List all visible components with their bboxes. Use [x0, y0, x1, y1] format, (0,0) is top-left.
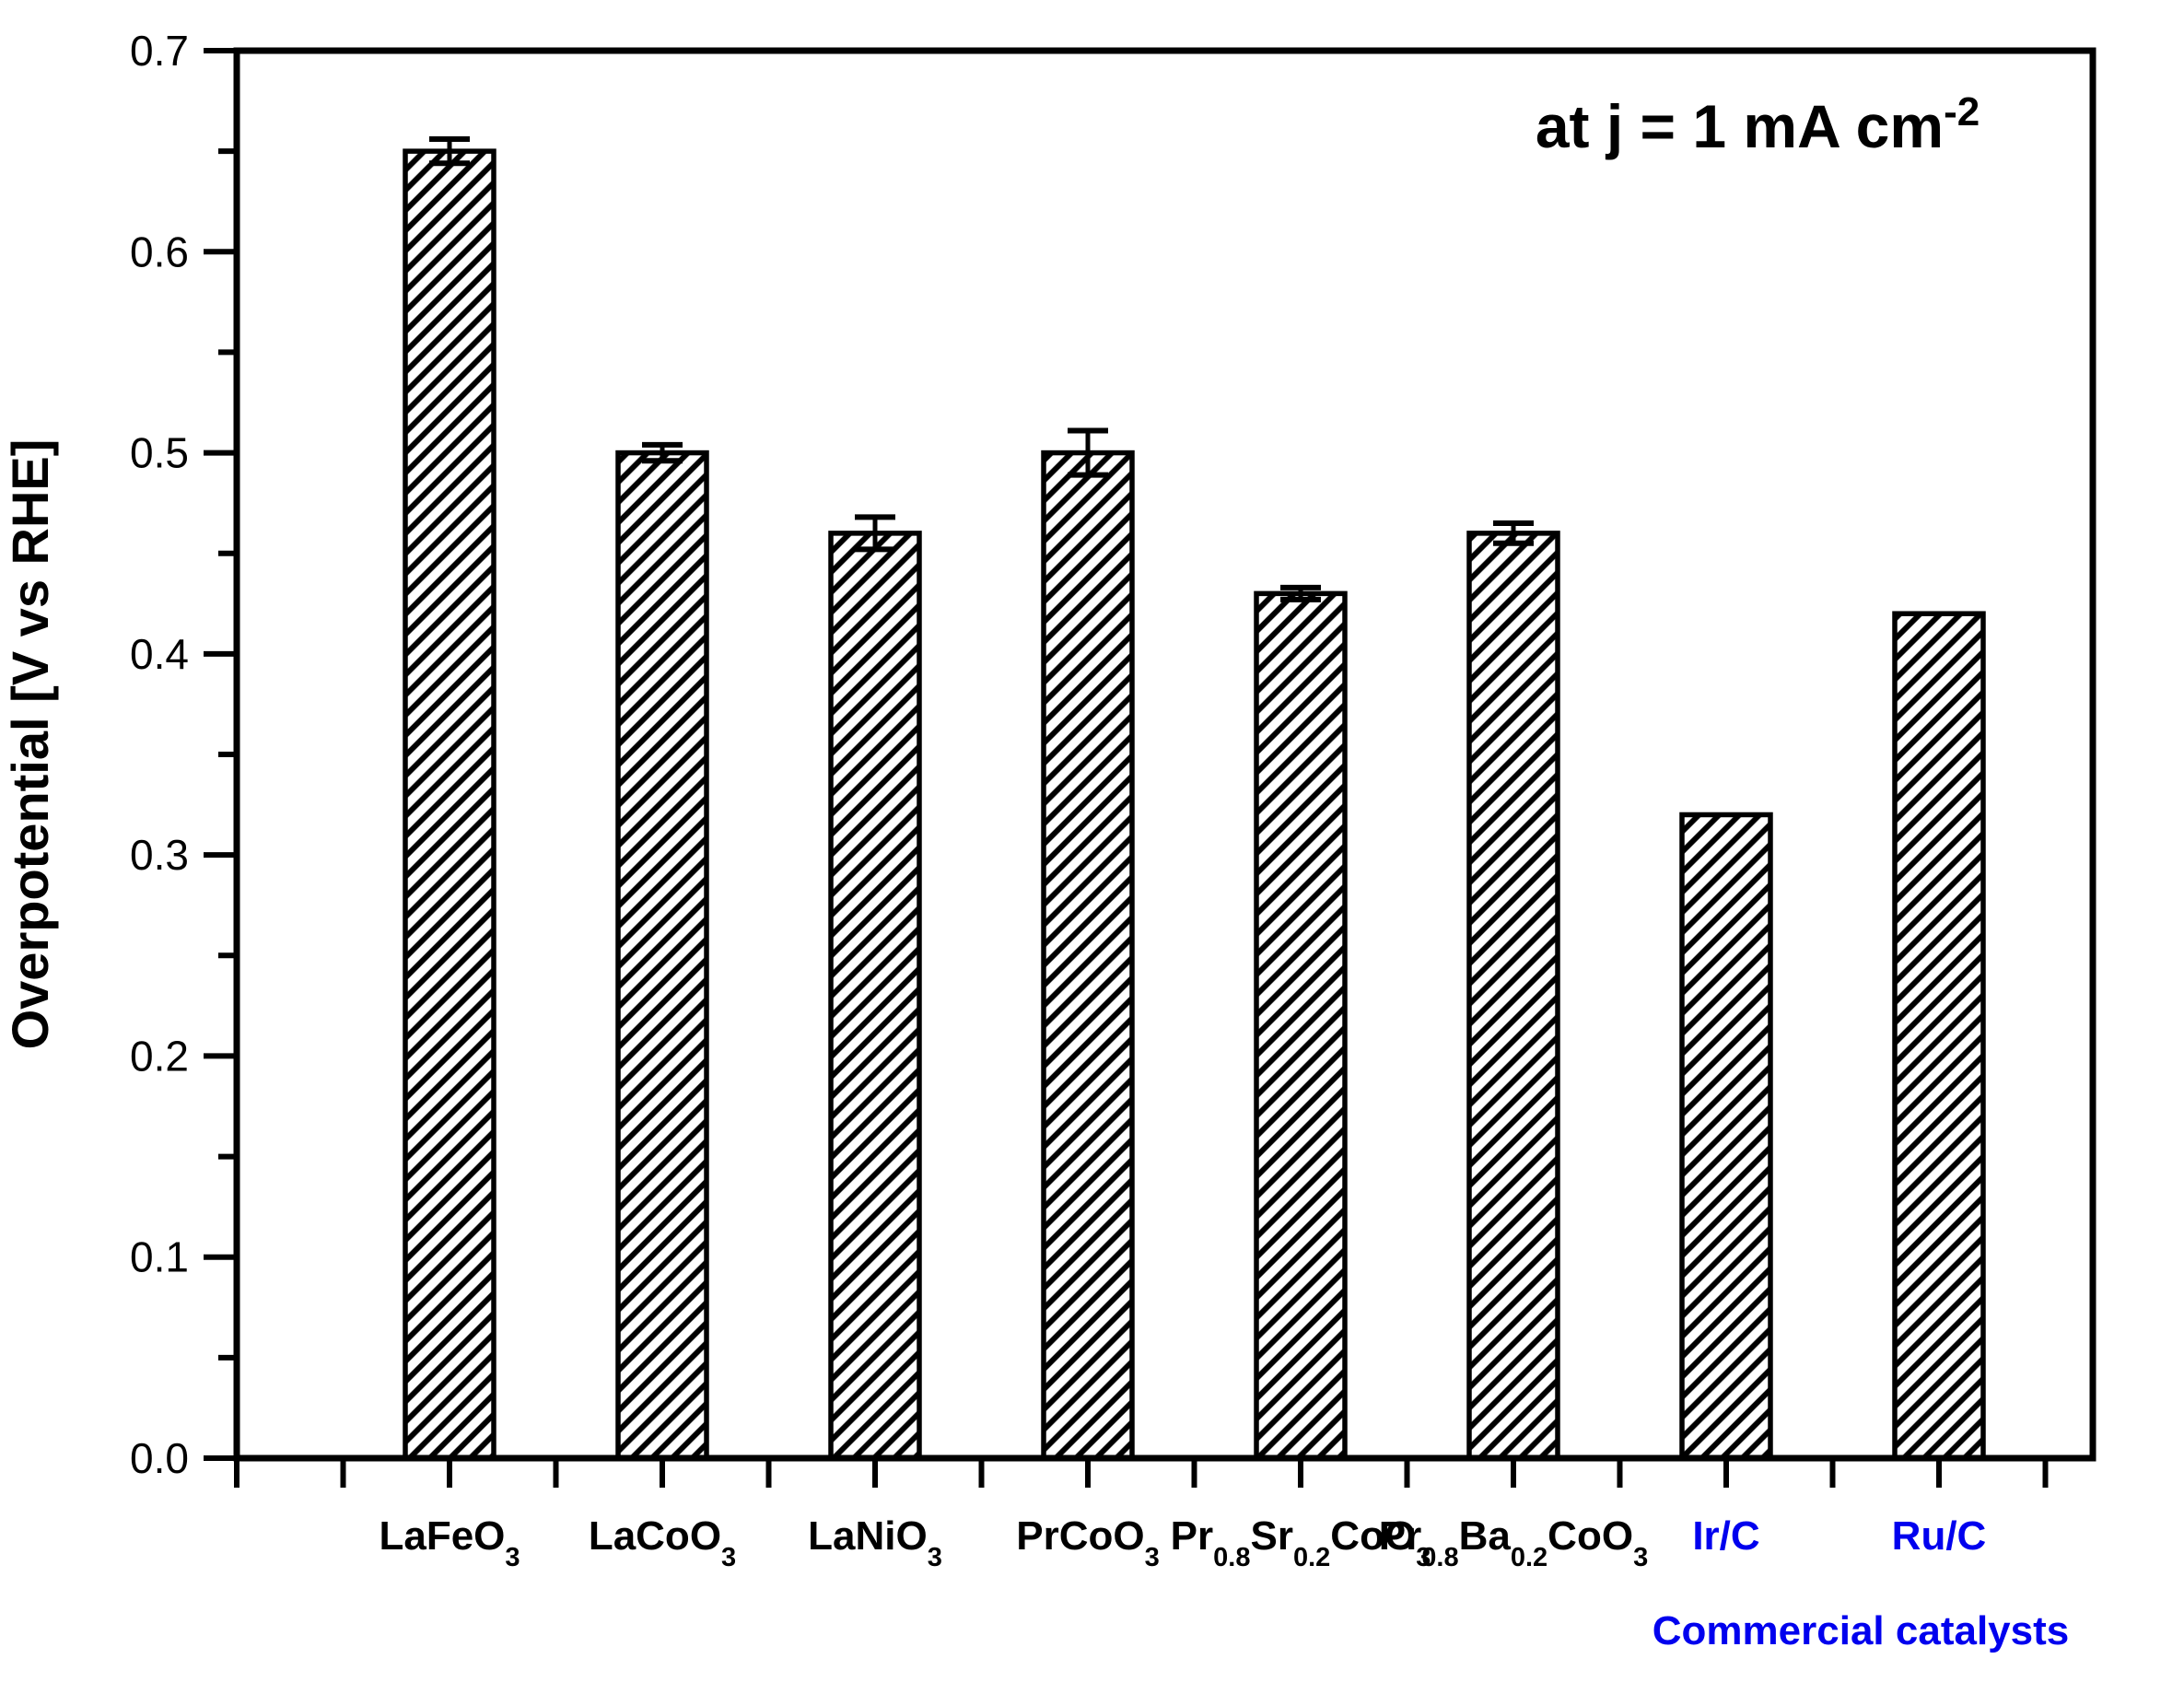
x-category-label-3: LaNiO3	[808, 1513, 942, 1572]
plot-frame	[233, 47, 2096, 1462]
x-category-label-4: PrCoO3	[1016, 1513, 1160, 1572]
error-bar-1	[429, 136, 470, 167]
text-segment: Ru/C	[1892, 1513, 1987, 1559]
bar-3	[828, 531, 922, 1461]
y-tick-label: 0.0	[130, 1434, 189, 1482]
x-category-label-6: Pr0.8Ba0.2CoO3	[1379, 1513, 1648, 1572]
text-segment: 0.8	[1213, 1543, 1250, 1572]
x-category-label-2: LaCoO3	[589, 1513, 736, 1572]
bar-5	[1254, 590, 1348, 1461]
text-segment: Ir/C	[1692, 1513, 1759, 1559]
y-tick-label: 0.4	[130, 630, 189, 678]
text-segment: Overpotential [V vs RHE]	[1, 439, 59, 1050]
text-segment: LaFeO	[379, 1513, 505, 1559]
y-tick-label: 0.6	[130, 228, 189, 275]
text-segment: Pr	[1171, 1513, 1213, 1559]
text-segment: 3	[505, 1543, 520, 1572]
error-bar-4	[1068, 427, 1108, 478]
commercial-catalysts-label: Commercial catalysts	[1653, 1608, 2069, 1653]
text-segment: LaCoO	[589, 1513, 721, 1559]
bar-7	[1679, 812, 1773, 1461]
text-segment: 0.2	[1511, 1543, 1547, 1572]
x-category-label-7: Ir/C	[1692, 1513, 1759, 1559]
text-segment: Sr	[1250, 1513, 1292, 1559]
x-category-label-8: Ru/C	[1892, 1513, 1987, 1559]
text-segment: 3	[721, 1543, 736, 1572]
text-segment: LaNiO	[808, 1513, 928, 1559]
error-bar-5	[1280, 584, 1321, 602]
error-bar-2	[642, 441, 683, 464]
bar-1	[403, 148, 496, 1461]
bar-2	[615, 450, 709, 1461]
text-segment: 3	[1145, 1543, 1160, 1572]
text-segment: at j = 1 mA cm	[1536, 92, 1944, 160]
text-segment: 3	[1633, 1543, 1648, 1572]
text-segment: 3	[928, 1543, 942, 1572]
y-tick-label: 0.1	[130, 1233, 189, 1281]
error-bar-6	[1493, 520, 1534, 546]
text-segment: Pr	[1379, 1513, 1421, 1559]
text-segment: CoO	[1330, 1513, 1416, 1559]
text-segment: Ba	[1459, 1513, 1512, 1559]
text-segment: CoO	[1547, 1513, 1633, 1559]
text-segment: -2	[1944, 89, 1980, 134]
text-segment: 3	[1416, 1543, 1431, 1572]
x-category-label-5: Pr0.8Sr0.2CoO3	[1171, 1513, 1431, 1572]
text-segment: PrCoO	[1016, 1513, 1144, 1559]
current-density-annotation: at j = 1 mA cm-2	[1536, 89, 1980, 160]
text-segment: 0.8	[1421, 1543, 1458, 1572]
bar-4	[1041, 450, 1135, 1461]
y-tick-label: 0.2	[130, 1032, 189, 1080]
y-tick-label: 0.3	[130, 831, 189, 879]
y-axis-title: Overpotential [V vs RHE]	[1, 439, 59, 1050]
x-category-label-1: LaFeO3	[379, 1513, 520, 1572]
y-tick-label: 0.7	[130, 27, 189, 75]
bar-6	[1466, 531, 1560, 1461]
bar-8	[1892, 611, 1986, 1461]
y-tick-label: 0.5	[130, 429, 189, 477]
text-segment: 0.2	[1293, 1543, 1330, 1572]
error-bar-3	[855, 514, 895, 553]
text-segment: Commercial catalysts	[1653, 1608, 2069, 1653]
